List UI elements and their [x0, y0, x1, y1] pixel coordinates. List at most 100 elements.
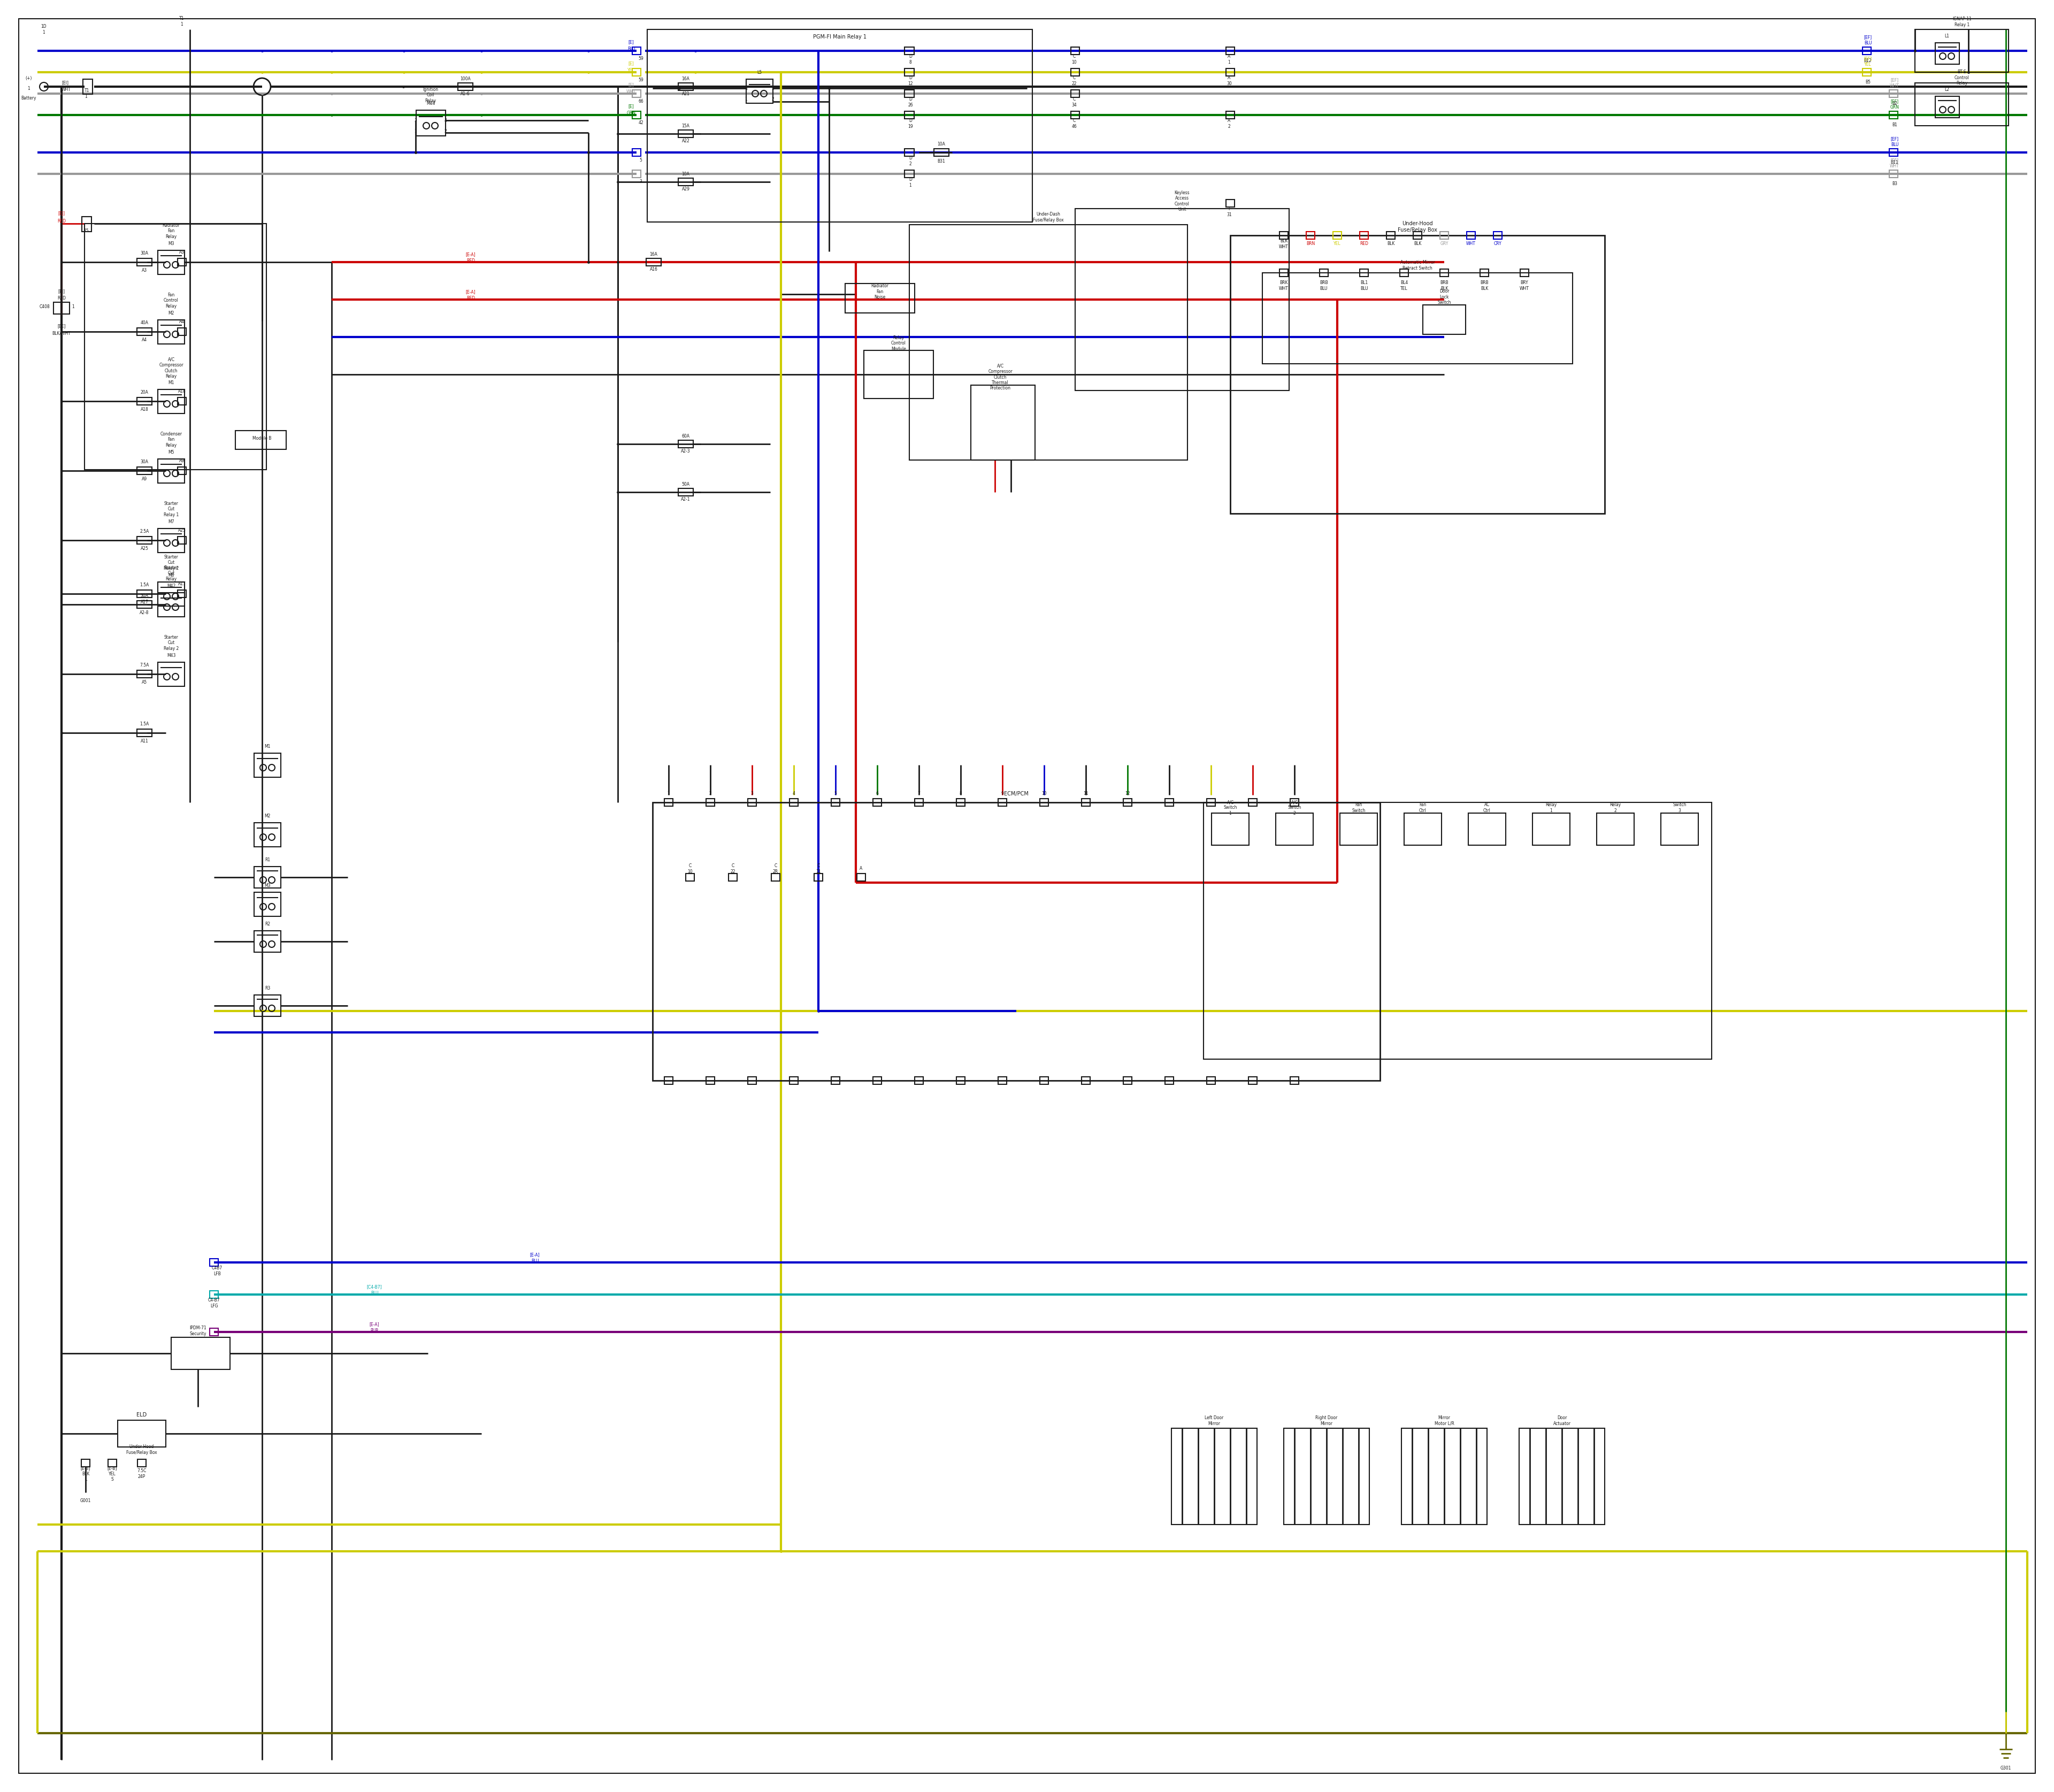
Bar	[904, 170, 914, 177]
Text: Relay
2: Relay 2	[1610, 803, 1621, 814]
Text: [E-B]
YEL
S: [E-B] YEL S	[107, 1466, 117, 1482]
Bar	[158, 593, 185, 616]
Bar	[1290, 1077, 1298, 1084]
Bar	[458, 82, 472, 90]
Text: A5: A5	[142, 681, 148, 685]
Text: A4: A4	[179, 319, 185, 324]
Text: D
12: D 12	[908, 75, 912, 86]
Text: [EF]
WHT: [EF] WHT	[1890, 77, 1900, 88]
Text: 1.5A: 1.5A	[140, 582, 150, 588]
Bar	[158, 661, 185, 686]
Bar	[158, 251, 185, 274]
Bar	[1212, 814, 1249, 846]
Text: G001: G001	[80, 1498, 90, 1503]
Bar	[1440, 269, 1448, 276]
Text: C408: C408	[39, 305, 49, 310]
Bar	[415, 109, 446, 136]
Bar	[210, 1328, 218, 1335]
Bar	[857, 873, 865, 882]
Text: 59: 59	[639, 77, 643, 82]
Text: Door
Lock
Switch: Door Lock Switch	[1438, 289, 1450, 305]
Bar	[138, 729, 152, 737]
Text: Fan
Switch: Fan Switch	[1352, 803, 1366, 814]
Bar	[647, 29, 1033, 222]
Bar	[138, 536, 152, 545]
Bar	[904, 47, 914, 54]
Text: 2.5A: 2.5A	[140, 529, 150, 534]
Bar	[138, 600, 152, 607]
Bar	[158, 389, 185, 414]
Text: 5: 5	[834, 792, 836, 796]
Bar	[158, 459, 185, 482]
Bar	[1263, 272, 1573, 364]
Text: 30A: 30A	[140, 251, 148, 256]
Bar	[904, 90, 914, 97]
Bar	[1226, 111, 1234, 118]
Text: A1-6: A1-6	[460, 91, 470, 97]
Bar	[1306, 231, 1315, 238]
Bar	[678, 489, 694, 496]
Text: 10A: 10A	[937, 142, 945, 147]
Bar	[1481, 269, 1489, 276]
Text: C
2R: C 2R	[772, 864, 778, 874]
Bar	[789, 1077, 799, 1084]
Bar	[1662, 814, 1699, 846]
Bar	[82, 1459, 90, 1468]
Text: GRN: GRN	[626, 111, 637, 115]
Text: A/C
Switch
1: A/C Switch 1	[1224, 799, 1237, 815]
Text: BLU: BLU	[626, 47, 635, 52]
Text: 1: 1	[27, 86, 31, 91]
Bar	[138, 670, 152, 677]
Bar	[117, 1421, 166, 1446]
Text: A2-3: A2-3	[682, 450, 690, 453]
Bar	[873, 1077, 881, 1084]
Text: R1: R1	[265, 858, 271, 862]
Text: 50A: 50A	[682, 482, 690, 487]
Text: A
2: A 2	[1228, 118, 1230, 129]
Bar	[1401, 1428, 1487, 1525]
Text: D
26: D 26	[908, 97, 912, 108]
Bar	[177, 468, 187, 475]
Text: A17: A17	[140, 600, 148, 604]
Text: 16A: 16A	[682, 77, 690, 82]
Bar	[210, 1290, 218, 1297]
Bar	[1165, 1077, 1173, 1084]
Text: L1: L1	[1945, 34, 1949, 39]
Text: CRY: CRY	[1493, 242, 1501, 246]
Bar	[138, 468, 152, 475]
Bar	[678, 82, 694, 90]
Bar	[1249, 799, 1257, 806]
Text: 20A: 20A	[140, 391, 148, 394]
Text: [E]: [E]	[629, 39, 635, 45]
Bar	[1070, 68, 1080, 75]
Bar	[109, 1459, 117, 1468]
Text: Relay
Control
Module: Relay Control Module	[891, 335, 906, 351]
Bar	[82, 217, 92, 231]
Text: 42: 42	[639, 120, 643, 125]
Text: M7: M7	[168, 520, 175, 525]
Bar	[1070, 47, 1080, 54]
Text: Radiator
Fan
Relay: Radiator Fan Relay	[162, 224, 181, 238]
Text: F
31: F 31	[1226, 206, 1232, 217]
Text: IGNAP-11
Relay 1: IGNAP-11 Relay 1	[1953, 16, 1972, 27]
Bar	[1070, 90, 1080, 97]
Text: 11: 11	[1082, 792, 1089, 796]
Text: M2: M2	[168, 310, 175, 315]
Bar	[1413, 231, 1421, 238]
Bar	[177, 536, 187, 545]
Bar	[1070, 111, 1080, 118]
Text: M1: M1	[168, 380, 175, 385]
Text: 2: 2	[709, 792, 711, 796]
Text: [E]: [E]	[629, 104, 635, 109]
Text: M2: M2	[265, 814, 271, 819]
Text: B12: B12	[1863, 57, 1871, 63]
Bar	[678, 441, 694, 448]
Text: Ignition
Coil
Relay: Ignition Coil Relay	[423, 88, 438, 104]
Text: [E-A]: [E-A]	[466, 290, 477, 294]
Text: [EF]
YEL: [EF] YEL	[1863, 56, 1871, 66]
Text: IPDM-71
Security: IPDM-71 Security	[189, 1326, 205, 1337]
Text: BLK/WHT: BLK/WHT	[51, 332, 70, 335]
Bar	[1863, 68, 1871, 75]
Bar	[957, 1077, 965, 1084]
Bar	[177, 258, 187, 265]
